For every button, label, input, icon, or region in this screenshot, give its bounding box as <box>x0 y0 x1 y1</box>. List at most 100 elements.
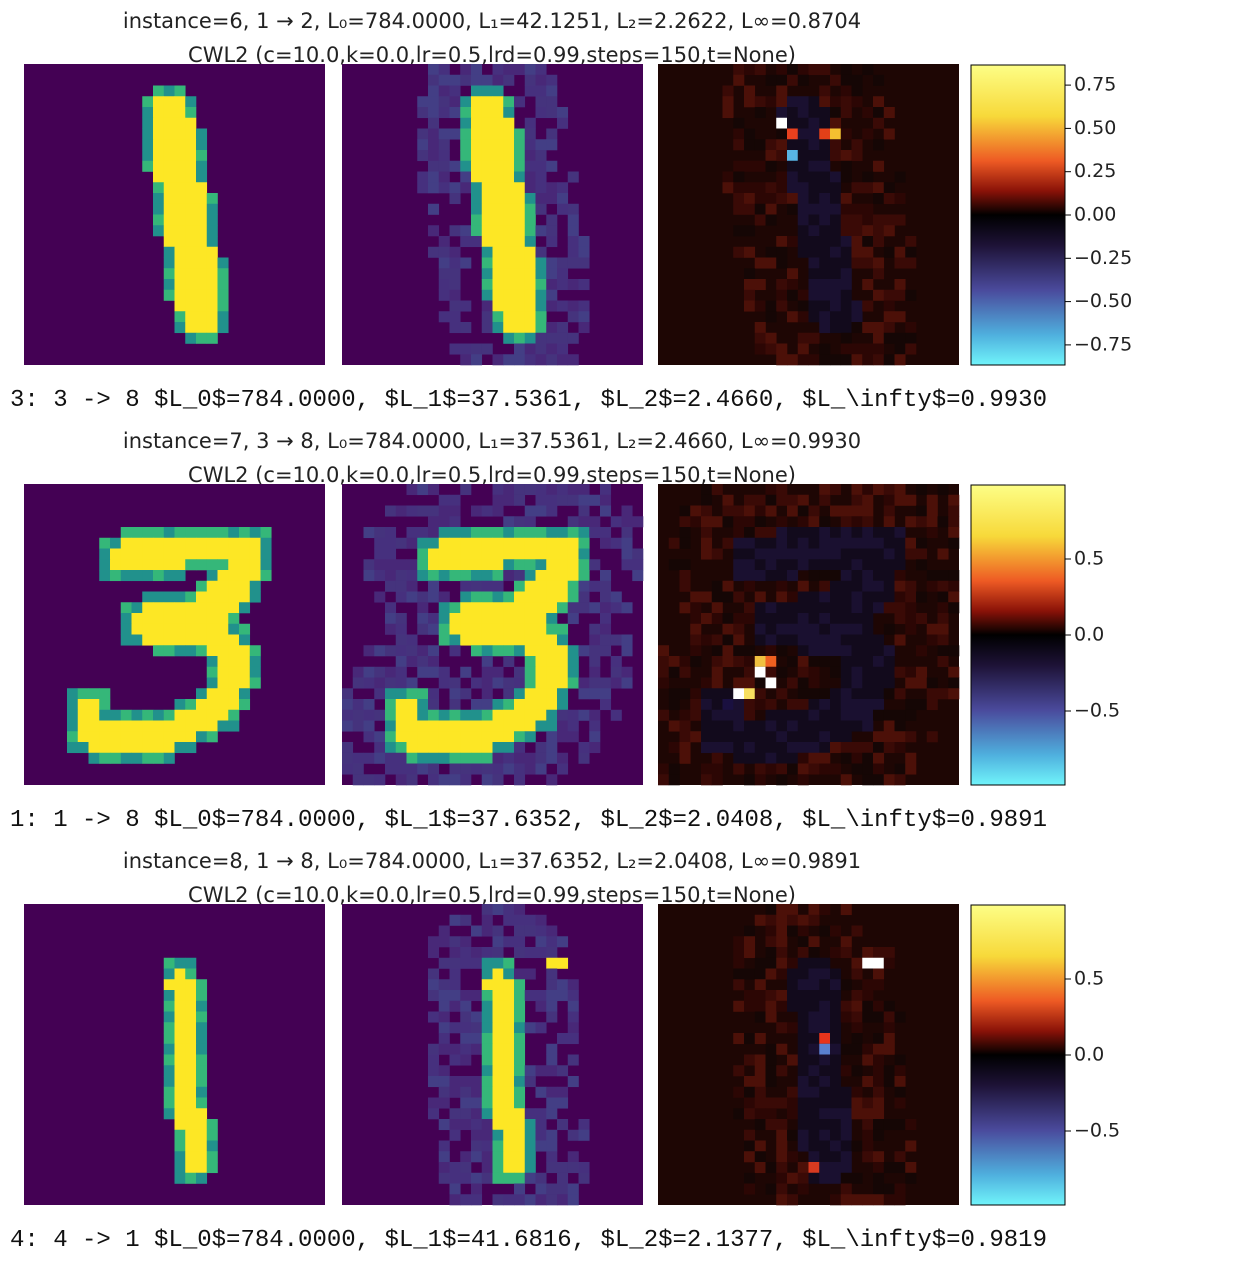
pixel <box>417 96 429 108</box>
pixel <box>557 688 569 700</box>
pixel <box>196 1076 208 1088</box>
pixel <box>840 742 852 754</box>
pixel <box>797 1172 809 1184</box>
pixel <box>894 537 906 549</box>
pixel <box>449 1086 461 1098</box>
pixel <box>679 742 691 754</box>
pixel <box>883 332 895 344</box>
pixel <box>481 128 493 140</box>
pixel <box>492 602 504 614</box>
pixel <box>690 656 702 668</box>
pixel <box>206 332 218 344</box>
pixel <box>851 85 863 97</box>
pixel <box>765 656 777 667</box>
pixel <box>239 602 251 614</box>
pixel <box>374 645 386 657</box>
pixel <box>840 236 852 248</box>
pixel <box>937 602 949 614</box>
pixel <box>862 494 874 506</box>
pixel <box>840 332 852 344</box>
pixel <box>830 236 842 248</box>
pixel <box>679 688 691 700</box>
pixel <box>546 85 558 97</box>
pixel <box>557 1065 569 1077</box>
pixel <box>873 602 885 614</box>
pixel <box>744 279 756 291</box>
pixel <box>449 516 461 528</box>
pixel <box>557 957 569 969</box>
pixel <box>492 936 504 948</box>
pixel <box>481 289 493 301</box>
pixel <box>163 709 175 721</box>
pixel <box>174 1119 186 1131</box>
pixel <box>185 171 197 183</box>
pixel <box>873 1172 885 1184</box>
pixel <box>110 752 122 764</box>
pixel <box>153 742 165 754</box>
pixel <box>862 742 874 754</box>
colorbar-tick-label: 0.75 <box>1074 74 1116 96</box>
pixel <box>153 645 165 657</box>
pixel <box>776 279 788 291</box>
pixel <box>481 580 493 592</box>
pixel <box>690 731 702 743</box>
pixel <box>110 720 122 732</box>
pixel <box>492 117 504 129</box>
pixel <box>873 677 885 689</box>
pixel <box>153 731 165 743</box>
pixel <box>524 570 536 582</box>
pixel <box>428 656 440 668</box>
pixel <box>567 720 579 732</box>
pixel <box>174 1140 186 1152</box>
pixel <box>776 774 788 786</box>
pixel <box>428 128 440 140</box>
pixel <box>744 656 756 668</box>
pixel <box>174 1162 186 1174</box>
pixel <box>600 613 612 625</box>
pixel <box>481 225 493 237</box>
pixel <box>862 645 874 657</box>
pixel <box>503 332 515 344</box>
pixel <box>492 203 504 215</box>
pixel <box>830 214 842 226</box>
pixel <box>524 623 536 635</box>
pixel <box>428 559 440 571</box>
pixel <box>905 731 917 743</box>
pixel <box>546 494 558 506</box>
pixel <box>546 602 558 614</box>
pixel <box>142 548 154 560</box>
pixel <box>840 752 852 764</box>
pixel <box>567 1033 579 1045</box>
pixel <box>471 117 483 129</box>
pixel <box>174 527 186 539</box>
pixel <box>754 203 766 215</box>
pixel <box>578 570 590 582</box>
pixel <box>217 666 229 678</box>
pixel <box>363 645 375 657</box>
pixel <box>589 677 601 689</box>
pixel <box>503 268 515 280</box>
pixel <box>840 64 852 76</box>
pixel <box>776 1065 788 1077</box>
pixel <box>492 1097 504 1109</box>
pixel <box>557 936 569 948</box>
pixel <box>905 289 917 301</box>
pixel <box>163 602 175 614</box>
pixel <box>808 246 820 258</box>
pixel <box>744 925 756 937</box>
pixel <box>260 559 272 571</box>
pixel <box>206 559 218 571</box>
pixel <box>883 1043 895 1055</box>
pixel <box>776 289 788 301</box>
pixel <box>163 1054 175 1066</box>
log-line: 1: 1 -> 8 $L_0$=784.0000, $L_1$=37.6352,… <box>10 807 1047 834</box>
pixel <box>206 311 218 323</box>
pixel <box>916 666 928 678</box>
pixel <box>492 666 504 678</box>
pixel <box>503 311 515 323</box>
pixel <box>460 1043 472 1055</box>
pixel <box>744 1108 756 1120</box>
pixel <box>948 505 960 517</box>
pixel <box>395 731 407 743</box>
pixel <box>765 1054 777 1066</box>
